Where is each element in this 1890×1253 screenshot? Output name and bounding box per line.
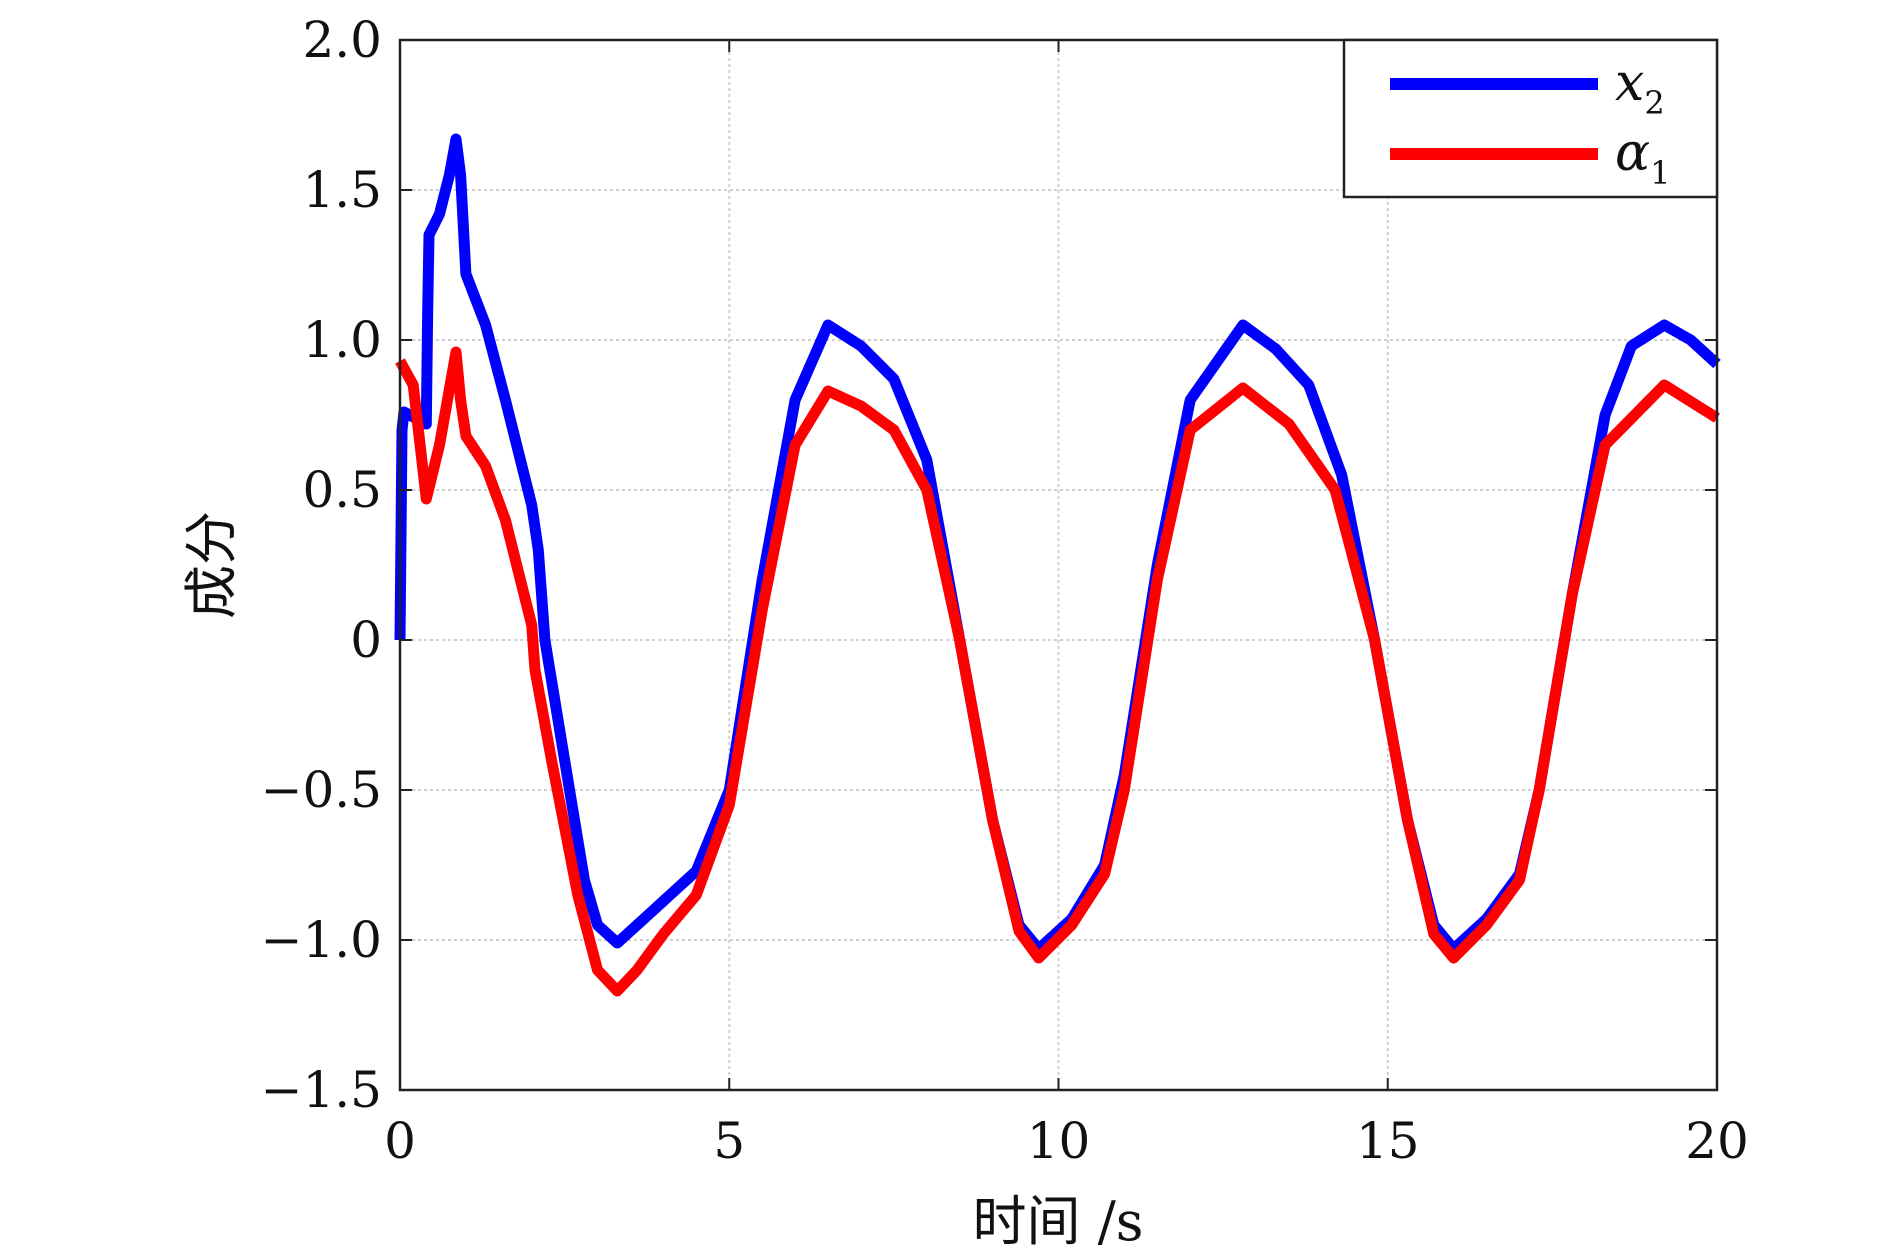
y-tick-label: −1.5 bbox=[261, 1061, 382, 1119]
y-tick-label: 1.5 bbox=[302, 161, 382, 219]
legend-label-alpha1: α1 bbox=[1615, 123, 1670, 192]
legend: x2 α1 bbox=[1342, 38, 1719, 199]
y-tick-label: −1.0 bbox=[261, 911, 382, 969]
x-tick-label: 10 bbox=[1027, 1112, 1091, 1170]
legend-box bbox=[1342, 38, 1719, 199]
x-tick-label: 5 bbox=[713, 1112, 745, 1170]
x-tick-label: 20 bbox=[1685, 1112, 1749, 1170]
series-line-alpha1 bbox=[395, 346, 1720, 997]
y-tick-label: −0.5 bbox=[261, 761, 382, 819]
y-tick-label: 0 bbox=[350, 611, 382, 669]
y-tick-label: 2.0 bbox=[302, 11, 382, 69]
legend-label-x2: x2 bbox=[1615, 53, 1665, 122]
x-tick-label: 15 bbox=[1356, 1112, 1420, 1170]
y-tick-label: 0.5 bbox=[302, 461, 382, 519]
ticks: 0 5 10 15 20 −1.5 −1.0 −0.5 0 0.5 1.0 1.5 2.0 bbox=[261, 11, 1749, 1170]
series-line-x2 bbox=[394, 133, 1721, 955]
x-tick-label: 0 bbox=[384, 1112, 416, 1170]
x-axis-label: 时间 /s bbox=[972, 1190, 1143, 1253]
y-tick-label: 1.0 bbox=[302, 311, 382, 369]
grid bbox=[400, 40, 1717, 1090]
y-axis-label: 成分 bbox=[180, 511, 243, 619]
series-lines bbox=[394, 133, 1721, 997]
